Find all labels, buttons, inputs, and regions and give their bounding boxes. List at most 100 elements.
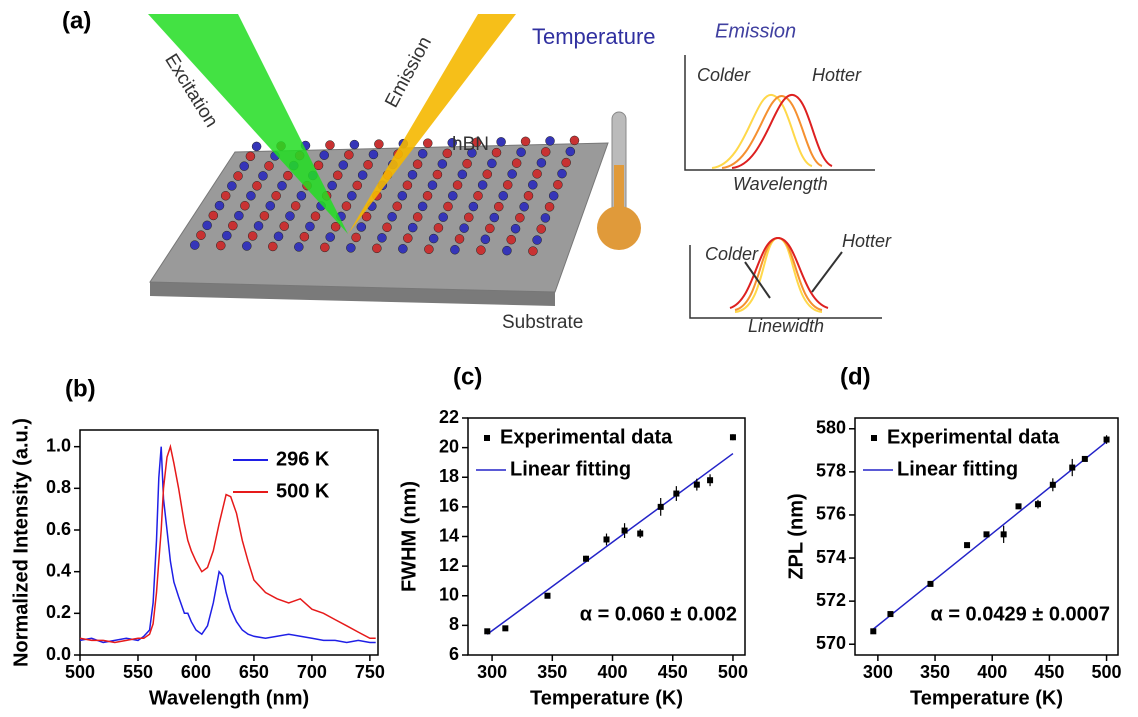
atom — [353, 181, 362, 190]
atom — [377, 233, 386, 242]
atom — [497, 137, 506, 146]
atom — [369, 150, 378, 159]
temperature-label: Temperature — [532, 24, 656, 49]
atom — [433, 170, 442, 179]
curve-label: Hotter — [842, 231, 892, 251]
x-axis-label: Wavelength (nm) — [149, 687, 309, 709]
atom — [453, 181, 462, 190]
x-tick-label: 500 — [1092, 662, 1122, 682]
x-tick-label: 500 — [718, 662, 748, 682]
panel-label: (d) — [840, 363, 871, 390]
atom — [266, 201, 275, 210]
x-tick-label: 400 — [597, 662, 627, 682]
y-tick-label: 572 — [816, 590, 846, 610]
atom — [520, 202, 529, 211]
atom — [294, 242, 303, 251]
atom — [190, 241, 199, 250]
atom — [455, 234, 464, 243]
atom — [342, 202, 351, 211]
atom — [541, 147, 550, 156]
schematic: (a) Excitation Emission hBN Substrate Te… — [62, 7, 892, 335]
atom — [374, 140, 383, 149]
atom — [418, 202, 427, 211]
atom — [272, 191, 281, 200]
y-tick-label: 570 — [816, 633, 846, 653]
legend-label: Experimental data — [500, 426, 673, 448]
atom — [478, 180, 487, 189]
atom — [507, 235, 516, 244]
atom — [429, 234, 438, 243]
atom — [469, 202, 478, 211]
y-tick-label: 0.0 — [46, 644, 71, 664]
atom — [393, 202, 402, 211]
atom — [423, 139, 432, 148]
atom — [328, 181, 337, 190]
atom — [252, 181, 261, 190]
atom — [339, 161, 348, 170]
atom — [234, 211, 243, 220]
atom — [398, 244, 407, 253]
atom — [246, 152, 255, 161]
data-point — [870, 628, 876, 634]
atom — [346, 243, 355, 252]
atom — [344, 150, 353, 159]
atom — [502, 246, 511, 255]
atom — [228, 221, 237, 230]
curve-label: Hotter — [812, 65, 862, 85]
atom — [364, 160, 373, 169]
data-point — [502, 625, 508, 631]
atom — [264, 161, 273, 170]
y-tick-label: 16 — [439, 496, 459, 516]
atom — [464, 213, 473, 222]
atom — [240, 201, 249, 210]
y-tick-label: 574 — [816, 547, 846, 567]
atom — [476, 246, 485, 255]
data-point — [484, 628, 490, 634]
data-point — [1001, 531, 1007, 537]
y-tick-label: 22 — [439, 407, 459, 427]
arrow — [812, 252, 842, 292]
atom — [234, 172, 243, 181]
y-tick-label: 580 — [816, 418, 846, 438]
data-point — [637, 531, 643, 537]
atom — [460, 224, 469, 233]
atom — [558, 169, 567, 178]
atom — [274, 232, 283, 241]
atom — [196, 231, 205, 240]
atom — [533, 236, 542, 245]
atom — [357, 223, 366, 232]
data-point — [1069, 465, 1075, 471]
data-point — [658, 504, 664, 510]
y-tick-label: 0.8 — [46, 477, 71, 497]
atom — [283, 171, 292, 180]
panel-label: (b) — [65, 375, 96, 402]
atom — [291, 201, 300, 210]
atom — [358, 171, 367, 180]
atom — [347, 191, 356, 200]
atom — [494, 202, 503, 211]
emission-label: Emission — [715, 20, 796, 42]
y-axis-label: Normalized Intensity (a.u.) — [10, 418, 32, 667]
atom — [499, 191, 508, 200]
legend-label: 500 K — [276, 480, 330, 502]
atom — [517, 148, 526, 157]
x-tick-label: 300 — [477, 662, 507, 682]
legend-label: Linear fitting — [510, 458, 631, 480]
legend-swatch — [871, 435, 877, 441]
atom — [528, 180, 537, 189]
y-tick-label: 10 — [439, 585, 459, 605]
panel-label: (c) — [453, 363, 482, 390]
data-point — [583, 556, 589, 562]
atom — [258, 171, 267, 180]
data-point — [707, 477, 713, 483]
y-tick-label: 0.4 — [46, 560, 71, 580]
x-tick-label: 350 — [537, 662, 567, 682]
atom — [485, 224, 494, 233]
atom — [570, 136, 579, 145]
atom — [333, 171, 342, 180]
atom — [326, 233, 335, 242]
data-point — [604, 536, 610, 542]
atom — [314, 161, 323, 170]
x-axis-label: Temperature (K) — [530, 687, 683, 709]
atom — [320, 243, 329, 252]
